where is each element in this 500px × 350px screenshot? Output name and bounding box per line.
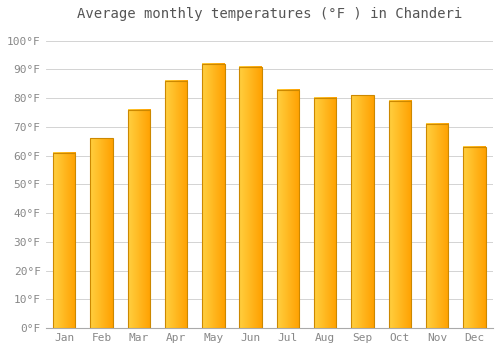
Bar xyxy=(277,90,299,328)
Bar xyxy=(202,64,224,328)
Bar xyxy=(53,153,76,328)
Bar xyxy=(463,147,485,328)
Bar xyxy=(388,101,411,328)
Bar xyxy=(165,81,188,328)
Bar xyxy=(352,95,374,328)
Bar xyxy=(128,110,150,328)
Bar xyxy=(426,124,448,328)
Bar xyxy=(240,66,262,328)
Bar xyxy=(314,98,336,328)
Title: Average monthly temperatures (°F ) in Chanderi: Average monthly temperatures (°F ) in Ch… xyxy=(76,7,462,21)
Bar xyxy=(90,138,112,328)
